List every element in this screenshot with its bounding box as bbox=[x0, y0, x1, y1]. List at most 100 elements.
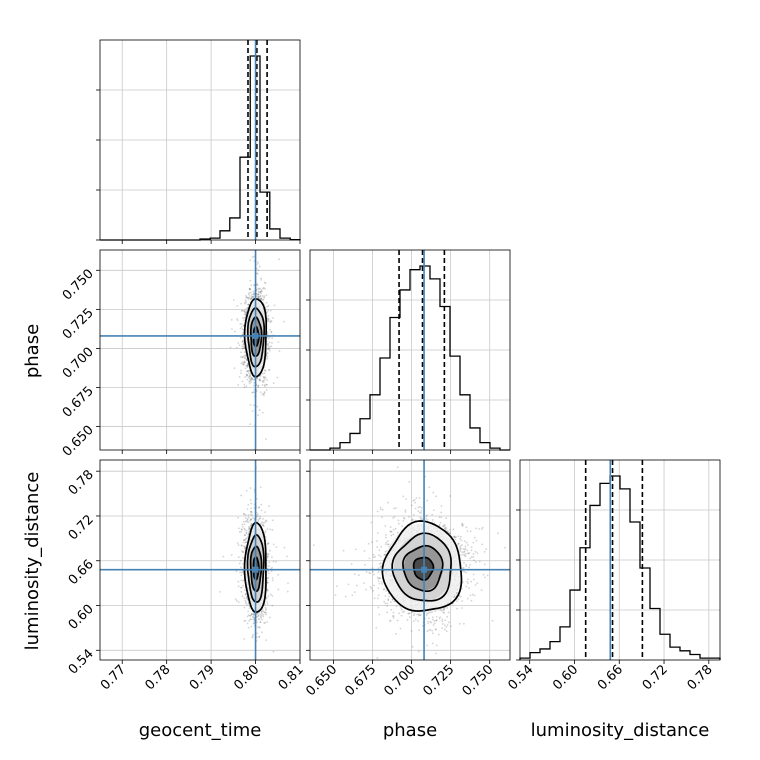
sample-point bbox=[245, 385, 248, 388]
sample-point bbox=[260, 612, 263, 615]
sample-point bbox=[251, 635, 254, 638]
sample-point bbox=[268, 341, 271, 344]
sample-point bbox=[248, 369, 251, 372]
sample-point bbox=[250, 381, 253, 383]
sample-point bbox=[267, 343, 269, 346]
sample-point bbox=[243, 597, 246, 600]
sample-point bbox=[260, 298, 263, 301]
sample-point bbox=[251, 616, 254, 618]
sample-point bbox=[250, 297, 253, 300]
sample-point bbox=[241, 345, 243, 348]
sample-point bbox=[237, 601, 240, 604]
sample-point bbox=[262, 299, 264, 302]
sample-point bbox=[245, 370, 248, 373]
sample-point bbox=[259, 295, 262, 297]
sample-point bbox=[246, 615, 249, 618]
sample-point bbox=[267, 555, 269, 558]
sample-point bbox=[261, 411, 264, 414]
sample-point bbox=[235, 599, 238, 602]
sample-point bbox=[244, 356, 246, 359]
sample-point bbox=[258, 409, 261, 411]
sample-point bbox=[244, 593, 247, 596]
sample-point bbox=[242, 545, 245, 548]
sample-point bbox=[264, 521, 266, 524]
sample-point bbox=[271, 528, 274, 531]
scatter-panel-geocent-time-vs-luminosity-distance: 0.540.600.660.720.780.77 0.78 0.79 0.80 0.81 bbox=[66, 459, 307, 693]
sample-point bbox=[243, 523, 246, 526]
sample-point bbox=[240, 574, 243, 577]
sample-point bbox=[243, 541, 246, 544]
sample-point bbox=[266, 603, 269, 606]
sample-point bbox=[262, 286, 265, 289]
sample-point bbox=[247, 293, 250, 296]
sample-point bbox=[237, 342, 240, 344]
sample-point bbox=[240, 372, 242, 375]
sample-point bbox=[249, 520, 252, 522]
sample-point bbox=[256, 514, 258, 517]
sample-point bbox=[250, 511, 253, 514]
sample-point bbox=[258, 291, 261, 294]
sample-point bbox=[245, 373, 248, 375]
sample-point bbox=[267, 348, 270, 351]
sample-point bbox=[265, 389, 268, 391]
sample-point bbox=[239, 559, 242, 562]
sample-point bbox=[265, 294, 268, 297]
sample-point bbox=[252, 616, 255, 619]
sample-point bbox=[246, 374, 249, 377]
sample-point bbox=[248, 287, 251, 290]
sample-point bbox=[252, 293, 255, 296]
sample-point bbox=[264, 438, 267, 441]
sample-point bbox=[241, 340, 244, 343]
sample-point bbox=[270, 331, 273, 334]
sample-point bbox=[259, 517, 261, 520]
sample-point bbox=[244, 357, 247, 360]
sample-point bbox=[271, 342, 273, 344]
sample-point bbox=[242, 551, 244, 554]
sample-point bbox=[222, 555, 225, 558]
sample-point bbox=[249, 279, 252, 282]
sample-point bbox=[241, 333, 244, 336]
sample-point bbox=[258, 506, 260, 509]
sample-point bbox=[287, 582, 289, 585]
sample-point bbox=[231, 328, 233, 330]
sample-point bbox=[256, 405, 259, 408]
x-tick-label: 0.60 bbox=[550, 662, 581, 693]
sample-point bbox=[248, 294, 251, 297]
sample-point bbox=[236, 542, 239, 544]
sample-point bbox=[267, 337, 270, 340]
sample-point bbox=[248, 619, 251, 622]
sample-point bbox=[267, 309, 270, 312]
sample-point bbox=[243, 351, 246, 353]
sample-point bbox=[230, 318, 233, 321]
sample-point bbox=[265, 611, 267, 614]
sample-point bbox=[269, 593, 272, 596]
sample-point bbox=[266, 319, 269, 322]
sample-point bbox=[269, 309, 272, 312]
sample-point bbox=[240, 302, 243, 305]
sample-point bbox=[246, 604, 248, 606]
sample-point bbox=[266, 348, 269, 351]
sample-point bbox=[241, 550, 243, 553]
y-tick-label: 0.750 bbox=[60, 267, 97, 304]
sample-point bbox=[260, 288, 263, 291]
sample-point bbox=[256, 621, 258, 624]
sample-point bbox=[251, 636, 254, 639]
sample-point bbox=[247, 376, 250, 379]
sample-point bbox=[266, 311, 269, 313]
sample-point bbox=[257, 384, 260, 387]
sample-point bbox=[247, 503, 250, 506]
sample-point bbox=[249, 403, 252, 406]
sample-point bbox=[262, 610, 265, 613]
sample-point bbox=[271, 595, 274, 597]
sample-point bbox=[243, 317, 246, 319]
sample-point bbox=[264, 611, 266, 614]
sample-point bbox=[242, 557, 245, 559]
sample-point bbox=[267, 542, 270, 545]
sample-point bbox=[266, 330, 269, 333]
sample-point bbox=[257, 293, 260, 296]
sample-point bbox=[247, 303, 250, 306]
sample-point bbox=[243, 309, 245, 312]
sample-point bbox=[265, 613, 267, 616]
sample-point bbox=[252, 292, 255, 295]
sample-point bbox=[247, 303, 250, 306]
